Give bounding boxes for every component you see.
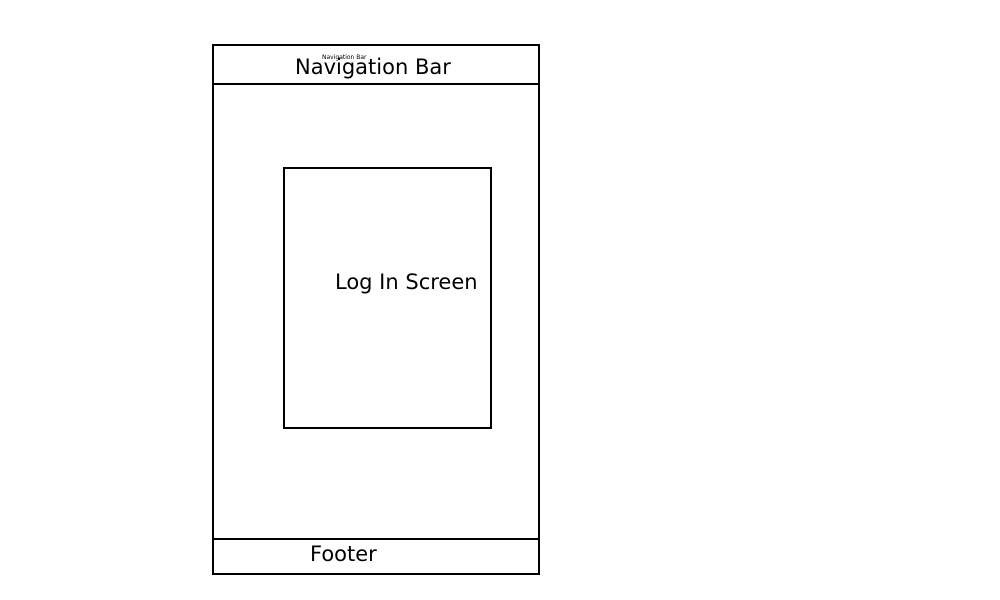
navigation-bar-small-label: Navigation Bar — [322, 54, 367, 61]
app-frame: Navigation Bar Navigation Bar Log In Scr… — [212, 44, 540, 575]
navigation-bar-label: Navigation Bar — [295, 55, 451, 79]
footer: Footer — [214, 538, 538, 573]
navigation-bar: Navigation Bar Navigation Bar — [214, 46, 538, 85]
login-screen-label: Log In Screen — [335, 270, 478, 294]
footer-label: Footer — [310, 542, 377, 566]
login-screen-box: Log In Screen — [283, 167, 492, 429]
